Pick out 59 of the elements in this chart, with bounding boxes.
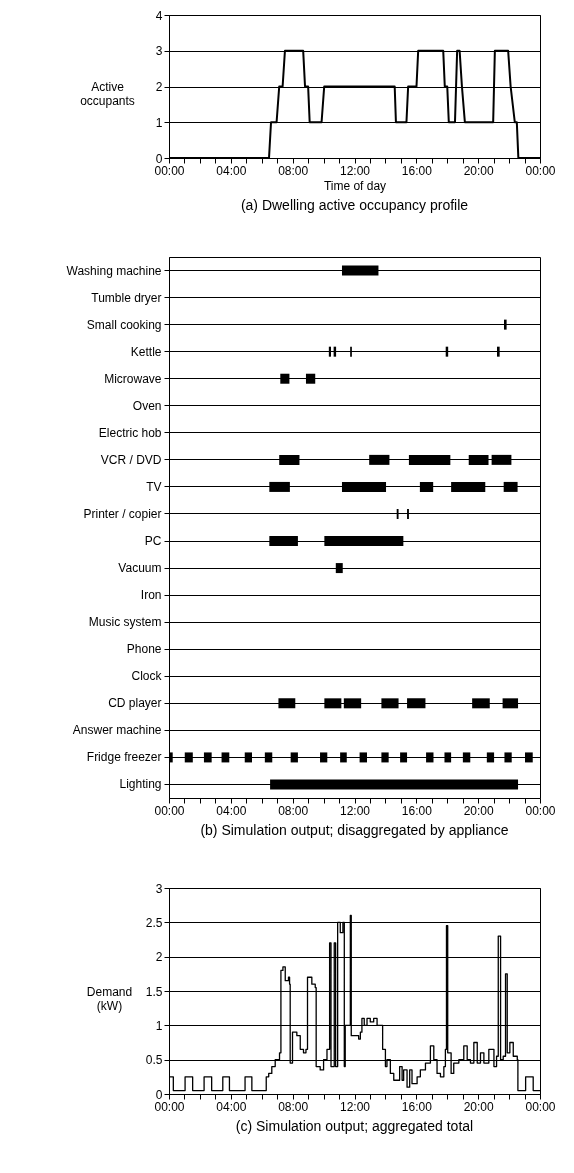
y-tick-label: 2.5 bbox=[145, 915, 163, 930]
text: (b) Simulation output; disaggregated by appliance bbox=[200, 822, 509, 838]
x-tick-label: 04:00 bbox=[216, 163, 247, 178]
x-tick-label: 20:00 bbox=[463, 163, 495, 178]
y-tick-label: 1.5 bbox=[145, 984, 163, 999]
y-tick-label: 4 bbox=[155, 8, 163, 23]
y-tick-label: PC bbox=[144, 534, 162, 549]
x-tick-label: 08:00 bbox=[278, 803, 309, 818]
x-tick-label: 04:00 bbox=[216, 1099, 247, 1114]
x-tick-label: 20:00 bbox=[463, 803, 495, 818]
y-tick-label: Phone bbox=[126, 642, 162, 657]
x-tick-label: 08:00 bbox=[278, 163, 309, 178]
x-tick-label: 00:00 bbox=[525, 1099, 556, 1114]
y-tick-label: Printer / copier bbox=[83, 506, 162, 521]
x-tick-label: 00:00 bbox=[154, 1099, 185, 1114]
y-tick-label: Answer machine bbox=[72, 723, 162, 738]
y-axis-title: Demand (kW) bbox=[86, 984, 133, 1013]
x-tick-label: 20:00 bbox=[463, 1099, 495, 1114]
x-tick-label: 00:00 bbox=[154, 803, 185, 818]
y-tick-label: 0 bbox=[155, 1087, 163, 1102]
y-tick-label: Vacuum bbox=[118, 561, 162, 576]
y-tick-label: 0 bbox=[155, 151, 163, 166]
y-tick-label: 3 bbox=[155, 44, 163, 59]
y-tick-label: 2 bbox=[155, 950, 163, 965]
y-tick-label: Clock bbox=[131, 669, 163, 684]
y-tick-label: 1 bbox=[155, 115, 163, 130]
y-tick-label: VCR / DVD bbox=[100, 452, 162, 467]
y-tick-label: Microwave bbox=[104, 371, 162, 386]
y-tick-label: Washing machine bbox=[66, 263, 162, 278]
x-tick-label: 00:00 bbox=[525, 803, 556, 818]
text: (c) Simulation output; aggregated total bbox=[235, 1118, 474, 1134]
y-tick-label: 3 bbox=[155, 881, 163, 896]
y-tick-label: CD player bbox=[108, 696, 162, 711]
y-tick-label: Iron bbox=[140, 588, 162, 603]
x-tick-label: 08:00 bbox=[278, 1099, 309, 1114]
y-tick-label: Oven bbox=[132, 398, 162, 413]
y-tick-label: Music system bbox=[88, 615, 162, 630]
y-tick-label: TV bbox=[146, 479, 162, 494]
y-tick-label: Electric hob bbox=[98, 425, 162, 440]
x-tick-label: 16:00 bbox=[401, 1099, 433, 1114]
y-tick-label: 2 bbox=[155, 80, 163, 94]
y-axis-title: Active occupants bbox=[80, 80, 135, 108]
y-tick-label: Small cooking bbox=[86, 317, 162, 332]
x-tick-label: 00:00 bbox=[154, 163, 185, 178]
y-tick-label: Tumble dryer bbox=[91, 290, 162, 305]
x-axis-title: Time of day bbox=[323, 178, 387, 193]
y-tick-label: Fridge freezer bbox=[86, 750, 162, 765]
y-tick-label: Kettle bbox=[130, 344, 162, 359]
x-tick-label: 00:00 bbox=[525, 163, 556, 178]
y-tick-label: 0.5 bbox=[145, 1053, 163, 1068]
x-tick-label: 12:00 bbox=[339, 163, 371, 178]
x-tick-label: 04:00 bbox=[216, 803, 247, 818]
y-tick-label: Lighting bbox=[119, 777, 162, 792]
x-tick-label: 12:00 bbox=[339, 1099, 371, 1114]
x-tick-label: 16:00 bbox=[401, 803, 433, 818]
x-tick-label: 16:00 bbox=[401, 163, 433, 178]
text: (a) Dwelling active occupancy profile bbox=[240, 197, 469, 213]
y-tick-label: 1 bbox=[155, 1018, 163, 1033]
x-tick-label: 12:00 bbox=[339, 803, 371, 818]
